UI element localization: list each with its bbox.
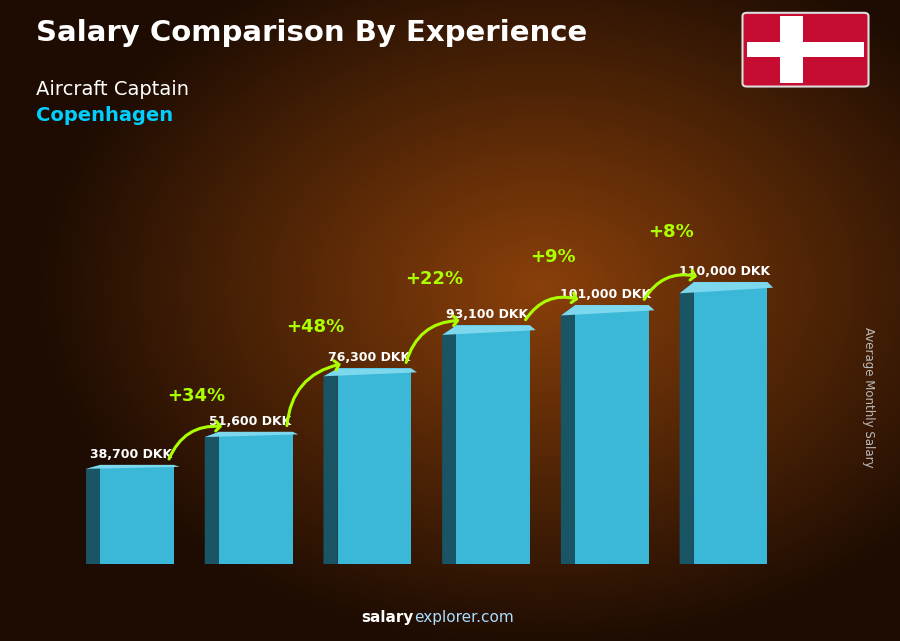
Polygon shape (680, 282, 773, 294)
Bar (575, 305, 649, 564)
Text: +9%: +9% (530, 248, 575, 266)
Text: Salary Comparison By Experience: Salary Comparison By Experience (36, 19, 587, 47)
Polygon shape (680, 282, 694, 564)
Text: +22%: +22% (405, 270, 463, 288)
Text: +8%: +8% (648, 222, 694, 240)
Polygon shape (205, 432, 298, 437)
Bar (219, 432, 292, 564)
Polygon shape (442, 326, 456, 564)
Bar (456, 326, 530, 564)
Text: explorer.com: explorer.com (414, 610, 514, 625)
Text: Copenhagen: Copenhagen (36, 106, 173, 125)
Polygon shape (205, 432, 219, 564)
Polygon shape (323, 369, 338, 564)
Bar (338, 369, 411, 564)
Text: 76,300 DKK: 76,300 DKK (328, 351, 410, 365)
Text: +34%: +34% (167, 387, 226, 405)
Text: 51,600 DKK: 51,600 DKK (209, 415, 291, 428)
Text: 38,700 DKK: 38,700 DKK (90, 448, 172, 461)
Polygon shape (323, 369, 417, 376)
Text: +48%: +48% (286, 317, 345, 335)
Polygon shape (86, 465, 100, 564)
Text: 93,100 DKK: 93,100 DKK (446, 308, 528, 321)
Bar (694, 282, 768, 564)
Text: salary: salary (362, 610, 414, 625)
Polygon shape (561, 305, 575, 564)
Polygon shape (86, 465, 180, 469)
Text: 101,000 DKK: 101,000 DKK (561, 288, 652, 301)
Text: 110,000 DKK: 110,000 DKK (680, 265, 770, 278)
Bar (100, 465, 174, 564)
Polygon shape (561, 305, 654, 315)
Text: Average Monthly Salary: Average Monthly Salary (862, 327, 875, 468)
Polygon shape (442, 326, 536, 335)
Text: Aircraft Captain: Aircraft Captain (36, 80, 189, 99)
